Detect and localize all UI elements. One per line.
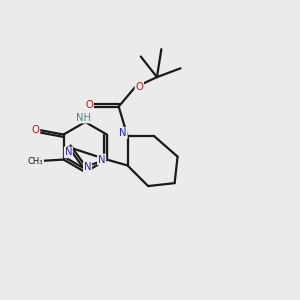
Text: N: N bbox=[84, 162, 91, 172]
Text: N: N bbox=[98, 154, 105, 165]
Text: O: O bbox=[32, 125, 40, 135]
Text: NH: NH bbox=[76, 112, 91, 123]
Text: N: N bbox=[119, 128, 127, 138]
Text: N: N bbox=[64, 147, 72, 158]
Text: O: O bbox=[135, 82, 143, 92]
Text: O: O bbox=[85, 100, 93, 110]
Text: CH₃: CH₃ bbox=[28, 157, 43, 166]
